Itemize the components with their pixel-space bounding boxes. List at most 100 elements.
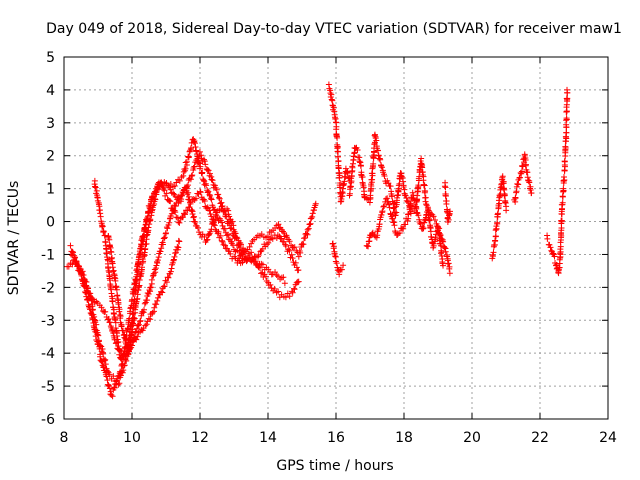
data-point	[282, 241, 289, 248]
data-point	[409, 189, 416, 196]
data-point	[432, 234, 439, 241]
data-point	[102, 232, 109, 239]
data-point	[354, 147, 361, 154]
data-point	[143, 216, 150, 223]
data-point	[106, 371, 113, 378]
data-point	[117, 313, 124, 320]
data-point	[237, 239, 244, 246]
data-point	[177, 193, 184, 200]
data-point	[492, 233, 499, 240]
data-point	[424, 207, 431, 214]
data-point	[97, 353, 104, 360]
data-point	[115, 346, 122, 353]
y-tick-label: -1	[41, 247, 55, 263]
data-point	[437, 242, 444, 249]
data-point	[238, 241, 245, 248]
data-point	[377, 156, 384, 163]
data-point	[185, 189, 192, 196]
data-point	[278, 235, 285, 242]
data-point	[222, 242, 229, 249]
data-point	[163, 230, 170, 237]
data-point	[94, 331, 101, 338]
data-point	[100, 350, 107, 357]
data-point	[161, 187, 168, 194]
series-arc-m	[511, 151, 535, 205]
data-point	[89, 306, 96, 313]
data-point	[279, 228, 286, 235]
data-point	[170, 190, 177, 197]
data-point	[191, 163, 198, 170]
data-point	[190, 214, 197, 221]
data-point	[333, 260, 340, 267]
series-arc-l	[489, 173, 510, 262]
data-point	[205, 167, 212, 174]
data-point	[121, 362, 128, 369]
data-point	[159, 182, 166, 189]
data-point	[356, 158, 363, 165]
data-point	[289, 289, 296, 296]
data-point	[185, 153, 192, 160]
data-point	[385, 180, 392, 187]
data-point	[286, 293, 293, 300]
data-point	[112, 277, 119, 284]
data-point	[349, 164, 356, 171]
data-point	[442, 192, 449, 199]
data-point	[99, 223, 106, 230]
data-point	[334, 134, 341, 141]
data-point	[108, 391, 115, 398]
x-tick-label: 8	[60, 430, 69, 446]
data-point	[249, 256, 256, 263]
x-tick-label: 12	[191, 430, 209, 446]
series-arc-j	[363, 189, 447, 269]
data-point	[133, 325, 140, 332]
data-point	[211, 182, 218, 189]
data-point	[389, 215, 396, 222]
data-point	[551, 253, 558, 260]
data-point	[180, 168, 187, 175]
data-point	[232, 230, 239, 237]
data-point	[332, 253, 339, 260]
data-point	[346, 192, 353, 199]
data-point	[182, 159, 189, 166]
data-point	[526, 179, 533, 186]
data-point	[421, 219, 428, 226]
data-point	[189, 172, 196, 179]
data-point	[164, 274, 171, 281]
y-tick-label: -3	[41, 313, 55, 329]
data-point	[395, 188, 402, 195]
data-point	[171, 253, 178, 260]
data-point	[115, 301, 122, 308]
data-point	[522, 161, 529, 168]
data-point	[176, 177, 183, 184]
data-point	[446, 208, 453, 215]
data-point	[85, 285, 92, 292]
data-point	[174, 214, 181, 221]
data-point	[106, 385, 113, 392]
data-point	[147, 284, 154, 291]
data-point	[154, 294, 161, 301]
data-point	[173, 214, 180, 221]
data-point	[512, 194, 519, 201]
data-point	[494, 220, 501, 227]
data-point	[111, 274, 118, 281]
data-point	[175, 244, 182, 251]
data-point	[226, 248, 233, 255]
data-point	[142, 322, 149, 329]
data-point	[446, 263, 453, 270]
data-point	[271, 285, 278, 292]
data-point	[132, 285, 139, 292]
data-point	[188, 173, 195, 180]
data-point	[109, 298, 116, 305]
data-point	[434, 225, 441, 232]
data-point	[297, 249, 304, 256]
data-point	[157, 248, 164, 255]
data-point	[110, 268, 117, 275]
series-arc-k	[441, 179, 453, 226]
data-point	[65, 263, 72, 270]
data-point	[396, 180, 403, 187]
data-point	[293, 264, 300, 271]
data-point	[528, 189, 535, 196]
data-point	[154, 257, 161, 264]
data-point	[102, 308, 109, 315]
